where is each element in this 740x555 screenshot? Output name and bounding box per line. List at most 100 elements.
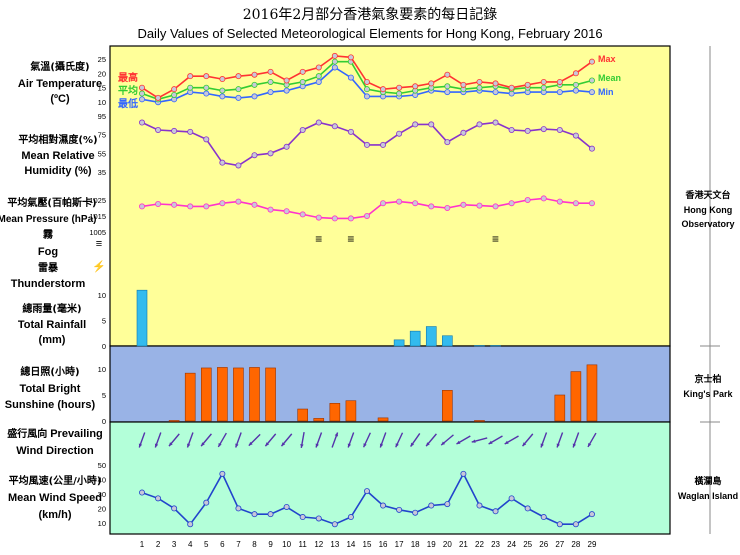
wind-direction-arrowhead (138, 443, 143, 448)
humidity-label-zh: 平均相對濕度(%) (18, 133, 97, 146)
rainfall-bar (425, 326, 437, 347)
temp-max-point (363, 78, 370, 85)
humidity-point (572, 132, 579, 139)
sunshine-bar (474, 420, 485, 422)
sunshine-bar (184, 372, 196, 422)
station-wi-zh: 橫瀾島 (694, 475, 721, 487)
temp-max-point (315, 64, 322, 71)
day-tick-label: 3 (172, 540, 177, 549)
temp-max-point (444, 71, 451, 78)
wind-direction-arrowhead (556, 443, 560, 448)
sunshine-tick-label: 0 (102, 417, 106, 426)
temp-max-point (492, 80, 499, 87)
wind-direction-arrowhead (218, 442, 222, 447)
temp-min-point (283, 87, 290, 94)
temp-mean-point (299, 78, 306, 85)
pressure-point (508, 200, 515, 207)
temp-mean-point (396, 90, 403, 97)
temp-min-point (556, 89, 563, 96)
pressure-point (492, 203, 499, 210)
pressure-point (524, 196, 531, 203)
temp-max-point (540, 78, 547, 85)
temp-max-point (428, 80, 435, 87)
station-hko-zh: 香港天文台 (684, 189, 730, 201)
wind-direction-arrowhead (334, 432, 338, 437)
wind-direction-arrowhead (395, 443, 399, 448)
wind-direction-arrowhead (363, 443, 367, 448)
wind-direction-arrowhead (456, 440, 461, 444)
temp-min-point (203, 90, 210, 97)
pressure-point (540, 195, 547, 202)
sunshine-bar (297, 408, 309, 422)
temp-min-point (363, 93, 370, 100)
sunshine-bar (345, 400, 357, 422)
pressure-point (380, 200, 387, 207)
day-tick-label: 16 (379, 540, 388, 549)
pressure-point (299, 211, 306, 218)
humidity-point (380, 141, 387, 148)
humidity-point (492, 119, 499, 126)
day-tick-label: 5 (204, 540, 209, 549)
rainfall-bar (393, 339, 405, 347)
pressure-point (251, 201, 258, 208)
sunshine-bar (200, 367, 212, 422)
pressure-point (572, 200, 579, 207)
fog-mark: ≡ (315, 232, 322, 246)
wind-speed-label-en2: (km/h) (39, 509, 72, 521)
temp-mean-point (331, 58, 338, 65)
wind-direction-arrowhead (540, 443, 544, 448)
humidity-point (396, 130, 403, 137)
chart-title-chinese: 2016年2月部分香港氣象要素的每日記錄 (243, 6, 498, 23)
temp-mean-point (138, 90, 145, 97)
pressure-point (460, 201, 467, 208)
temp-min-point (251, 93, 258, 100)
wind-direction-arrowhead (201, 442, 205, 447)
wind-speed-point (524, 505, 531, 512)
pressure-point (171, 201, 178, 208)
legend-mean: Mean (598, 73, 621, 83)
sunshine-tick-label: 5 (102, 391, 106, 400)
pressure-tick-label: 1015 (89, 212, 106, 221)
humidity-tick-label: 75 (98, 131, 106, 140)
day-tick-label: 26 (539, 540, 548, 549)
temp-max-point (299, 68, 306, 75)
temp-max-point (138, 84, 145, 91)
wind-speed-tick-label: 30 (98, 490, 106, 499)
humidity-point (588, 145, 595, 152)
wind-direction-arrowhead (488, 440, 493, 444)
temp-min-point (219, 93, 226, 100)
humidity-point (171, 127, 178, 134)
wind-speed-tick-label: 20 (98, 504, 106, 513)
temp-max-point (556, 78, 563, 85)
wind-direction-label-1: 盛行風向 Prevailing (7, 427, 103, 440)
wind-direction-arrowhead (471, 439, 476, 443)
wind-direction-arrowhead (154, 443, 159, 448)
temp-min-point (492, 89, 499, 96)
wind-speed-point (187, 521, 194, 528)
day-tick-label: 21 (459, 540, 468, 549)
day-tick-label: 29 (588, 540, 597, 549)
temp-mean-point (572, 81, 579, 88)
temp-mean-point (540, 84, 547, 91)
temp-min-point (347, 74, 354, 81)
wind-direction-arrowhead (441, 441, 446, 446)
wind-direction-arrowhead (315, 443, 319, 448)
temp-min-point (572, 87, 579, 94)
wind-speed-tick-label: 50 (98, 461, 106, 470)
temp-max-point (331, 52, 338, 59)
temp-max-label-zh: 最高 (118, 71, 138, 84)
temp-mean-point (363, 86, 370, 93)
temp-max-point (524, 81, 531, 88)
day-tick-label: 10 (282, 540, 291, 549)
pressure-tick-label: 1005 (89, 228, 106, 237)
wind-speed-point (396, 506, 403, 513)
day-tick-label: 11 (299, 540, 308, 549)
station-wi-en: Waglan Island (678, 491, 738, 501)
pressure-point (283, 208, 290, 215)
temp-tick-label: 20 (98, 69, 106, 78)
humidity-point (363, 141, 370, 148)
humidity-point (187, 128, 194, 135)
humidity-point (315, 119, 322, 126)
day-tick-label: 12 (314, 540, 323, 549)
